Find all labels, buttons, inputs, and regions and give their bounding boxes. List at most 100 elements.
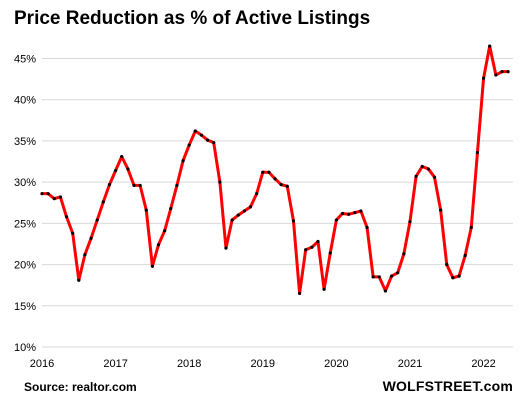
data-point [469,225,473,230]
data-point [144,208,148,212]
data-point [267,170,271,174]
data-point [58,195,63,199]
x-tick-label: 2020 [324,358,348,370]
data-point [481,76,486,80]
y-tick-label: 40% [14,95,36,107]
data-point [506,70,510,74]
data-point [193,129,197,133]
data-point [273,177,277,181]
data-point [248,205,253,209]
x-tick-label: 2019 [251,358,275,370]
data-point [89,236,93,240]
data-point [77,278,81,282]
data-point [205,138,210,142]
data-point [199,133,204,137]
y-tick-label: 15% [14,301,36,313]
data-point [322,287,326,291]
y-tick-label: 20% [14,260,36,272]
data-point [328,251,332,255]
data-point [279,183,283,187]
data-point [40,192,44,196]
data-point [132,183,136,188]
data-point [347,212,351,216]
x-axis-ticks: 2016 2017 2018 2019 2020 2021 2022 [30,358,496,370]
grid-lines [42,57,513,348]
data-point [488,44,492,48]
data-point [230,218,234,222]
data-point [334,218,338,222]
data-point [218,180,222,184]
data-point [353,211,357,215]
data-point [255,192,259,196]
x-tick-label: 2021 [398,358,422,370]
data-point [101,200,105,204]
source-note: Source: realtor.com [24,380,137,394]
data-point [371,275,375,279]
data-point [52,197,56,201]
data-point [236,213,240,217]
series-points [40,44,510,296]
data-point [475,150,480,155]
data-point [377,275,381,279]
y-axis-ticks: 10% 15% 20% 25% 30% 35% 40% 45% [14,53,36,354]
data-point [451,276,455,280]
data-point [113,168,118,173]
data-point [261,170,265,174]
data-point [126,167,130,171]
data-point [420,164,424,169]
data-point [64,215,69,219]
data-point [500,70,504,74]
data-point [181,159,185,163]
data-point [83,253,87,257]
data-point [340,211,345,216]
y-tick-label: 30% [14,177,36,189]
y-tick-label: 45% [14,53,36,65]
brand-watermark: WOLFSTREET.com [382,378,513,394]
y-tick-label: 25% [14,218,36,230]
data-point [163,229,167,233]
data-point [156,243,161,247]
x-tick-label: 2017 [103,358,127,370]
data-point [285,184,289,188]
data-point [396,271,400,275]
data-point [463,253,467,258]
data-point [389,274,394,278]
data-point [242,209,246,213]
data-point [365,225,369,230]
data-point [432,175,437,179]
data-point [120,154,124,159]
y-tick-label: 35% [14,136,36,148]
data-point [426,167,430,171]
data-point [297,291,302,296]
data-point [212,140,216,145]
data-point [46,192,50,196]
data-point [402,252,406,256]
data-point [291,219,296,223]
data-point [414,174,418,178]
data-point [445,262,449,267]
x-tick-label: 2016 [30,358,54,370]
data-point [169,206,173,211]
data-point [408,220,412,224]
data-point [71,231,75,235]
data-point [383,289,388,293]
data-point [95,218,99,222]
x-tick-label: 2018 [177,358,201,370]
data-point [359,209,363,213]
data-point [187,143,191,147]
data-point [316,239,320,244]
data-point [150,264,154,268]
data-point [439,208,443,212]
data-point [107,183,112,187]
data-point [457,274,461,278]
data-point [175,183,179,188]
data-point [138,183,142,188]
data-point [494,73,498,77]
x-tick-label: 2022 [471,358,495,370]
series-line [40,44,510,295]
chart-title: Price Reduction as % of Active Listings [14,8,371,29]
y-tick-label: 10% [14,342,36,354]
data-point [224,246,228,250]
data-point [310,245,314,249]
